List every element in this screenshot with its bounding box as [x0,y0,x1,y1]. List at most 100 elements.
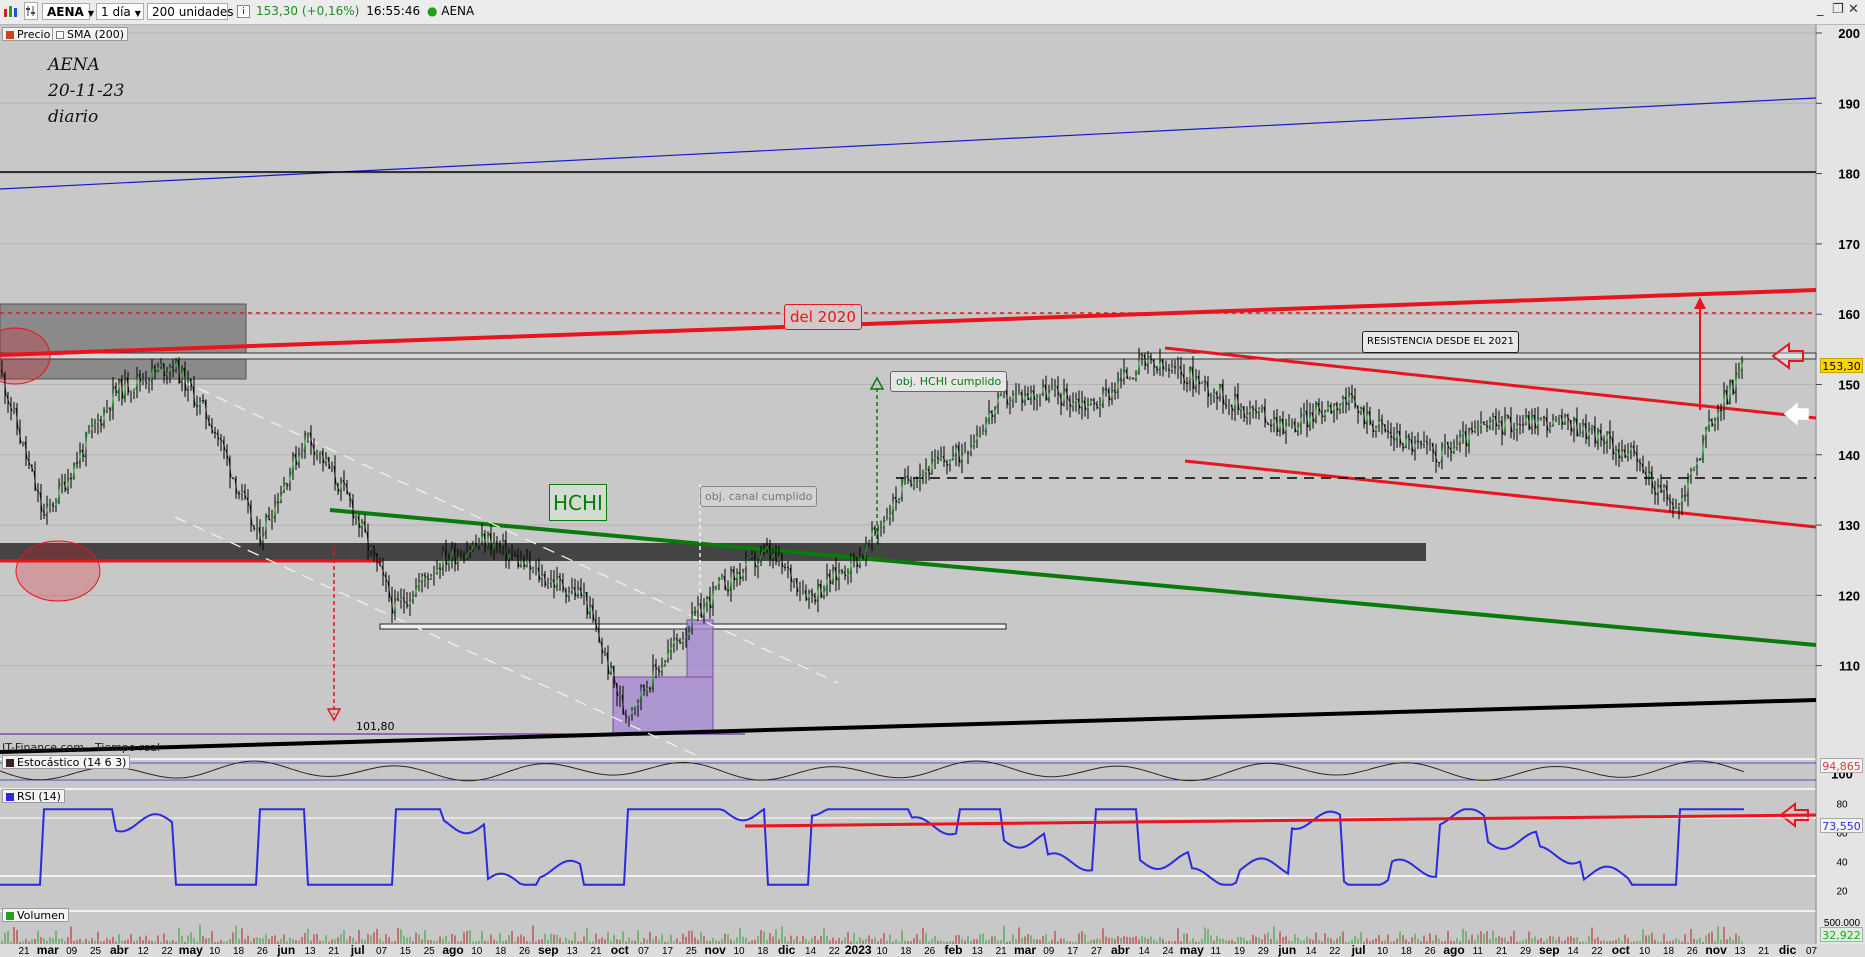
x-tick-label: jul [1351,943,1366,957]
legend-rsi[interactable]: RSI (14) [2,789,65,803]
x-tick-label: nov [705,943,727,957]
candle-body [174,359,178,371]
candle-body [1584,423,1588,439]
candle-body [1215,392,1219,399]
candle-body [1365,411,1369,425]
candle-body [1671,502,1675,509]
candle-body [564,589,568,597]
candle-body [885,518,889,521]
candle-body [831,567,835,584]
x-tick-label: 26 [519,946,531,957]
candle-body [27,459,31,465]
rsi-panel-bg [0,790,1816,910]
candle-body [180,367,184,384]
candle-body [804,590,808,601]
candle-body [573,587,577,597]
chart-type-icon[interactable] [3,3,19,19]
candle-body [1137,353,1141,375]
minimize-icon[interactable]: _ [1817,2,1824,17]
candle-body [1074,398,1078,403]
candle-body [138,374,142,382]
candle-body [1347,393,1351,405]
candle-body [399,597,403,601]
candle-body [1494,415,1498,427]
candle-body [318,451,322,454]
y-tick-label: 150 [1838,377,1860,392]
legend-stoch[interactable]: Estocástico (14 6 3) [2,755,131,769]
candle-body [975,433,979,443]
interval-selector[interactable]: 1 día ▼ [96,3,144,20]
candle-body [867,541,871,543]
candle-body [1659,485,1663,493]
candle-body [1602,439,1606,444]
close-icon[interactable]: ✕ [1848,2,1859,17]
candle-body [1593,426,1597,444]
candle-body [1725,390,1729,405]
info-icon[interactable]: i [237,5,250,18]
candle-body [1269,424,1273,427]
candle-body [417,581,421,587]
candle-body [294,454,298,465]
units-selector[interactable]: 200 unidades▼ [147,3,244,20]
candle-body [486,533,490,548]
candle-body [864,541,868,560]
x-tick-label: 25 [90,946,102,957]
candle-body [846,573,850,577]
candle-body [834,567,838,581]
candle-body [9,403,13,411]
candle-body [261,534,265,544]
candle-body [1404,435,1408,449]
candle-body [81,449,85,458]
candle-body [1473,427,1477,432]
hchi-neckline [329,508,1817,647]
legend-price[interactable]: Precio [2,27,55,41]
x-tick-label: oct [611,943,629,957]
candle-body [21,441,25,444]
candle-body [1455,443,1459,448]
candle-body [462,556,466,560]
settings-icon[interactable] [24,2,38,20]
candle-body [1323,410,1327,418]
candle-body [711,586,715,609]
x-tick-label: 11 [1473,946,1484,957]
time-axis-bg [0,944,1865,957]
candle-body [252,525,256,530]
candle-body [1467,428,1471,447]
candle-body [1125,369,1129,379]
x-tick-label: 21 [1496,946,1508,957]
y-tick-label: 180 [1838,167,1860,182]
candle-body [339,480,343,492]
candle-body [1635,452,1639,462]
candle-body [1053,385,1057,390]
legend-volume[interactable]: Volumen [2,908,69,922]
channel-arrow-icon [1783,402,1809,426]
x-tick-label: feb [945,943,963,957]
candle-body [234,478,238,494]
candle-body [1452,447,1456,453]
candle-body [147,381,151,384]
candle-body [72,462,76,479]
x-tick-label: 22 [161,946,173,957]
x-tick-label: 14 [1139,946,1151,957]
candle-body [1332,403,1336,413]
candle-body [849,556,853,574]
legend-sma[interactable]: SMA (200) [52,27,129,41]
symbol-selector[interactable]: AENA ▼ [42,3,94,20]
candle-body [1368,411,1372,425]
candle-body [312,445,316,455]
candle-body [1707,419,1711,428]
candle-body [1176,366,1180,369]
candle-body [1128,377,1132,380]
candle-body [93,423,97,426]
x-tick-label: 29 [1520,946,1532,957]
x-tick-label: 18 [233,946,245,957]
candle-body [396,598,400,601]
candle-body [1590,425,1594,429]
candle-body [1206,381,1210,397]
candle-body [1575,418,1579,437]
candle-body [675,637,679,641]
restore-icon[interactable]: ❐ [1832,2,1844,17]
candle-body [810,591,814,596]
x-tick-label: ago [442,943,463,957]
